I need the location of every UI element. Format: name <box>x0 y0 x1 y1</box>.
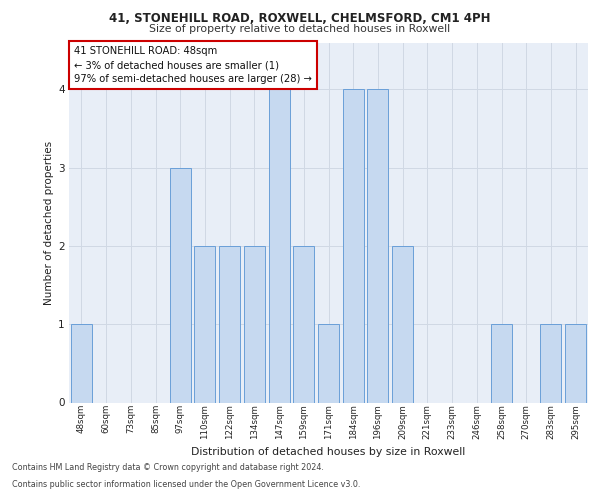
Bar <box>565 324 586 402</box>
Bar <box>71 324 92 402</box>
Bar <box>367 90 388 403</box>
Bar <box>541 324 562 402</box>
Y-axis label: Number of detached properties: Number of detached properties <box>44 140 54 304</box>
Bar <box>392 246 413 402</box>
Bar <box>293 246 314 402</box>
Bar <box>219 246 240 402</box>
X-axis label: Distribution of detached houses by size in Roxwell: Distribution of detached houses by size … <box>191 447 466 457</box>
Bar <box>170 168 191 402</box>
Text: Contains HM Land Registry data © Crown copyright and database right 2024.: Contains HM Land Registry data © Crown c… <box>12 464 324 472</box>
Text: Contains public sector information licensed under the Open Government Licence v3: Contains public sector information licen… <box>12 480 361 489</box>
Bar <box>269 90 290 403</box>
Bar <box>491 324 512 402</box>
Text: 41 STONEHILL ROAD: 48sqm
← 3% of detached houses are smaller (1)
97% of semi-det: 41 STONEHILL ROAD: 48sqm ← 3% of detache… <box>74 46 312 84</box>
Text: 41, STONEHILL ROAD, ROXWELL, CHELMSFORD, CM1 4PH: 41, STONEHILL ROAD, ROXWELL, CHELMSFORD,… <box>109 12 491 26</box>
Text: Size of property relative to detached houses in Roxwell: Size of property relative to detached ho… <box>149 24 451 34</box>
Bar <box>318 324 339 402</box>
Bar <box>343 90 364 403</box>
Bar <box>194 246 215 402</box>
Bar <box>244 246 265 402</box>
